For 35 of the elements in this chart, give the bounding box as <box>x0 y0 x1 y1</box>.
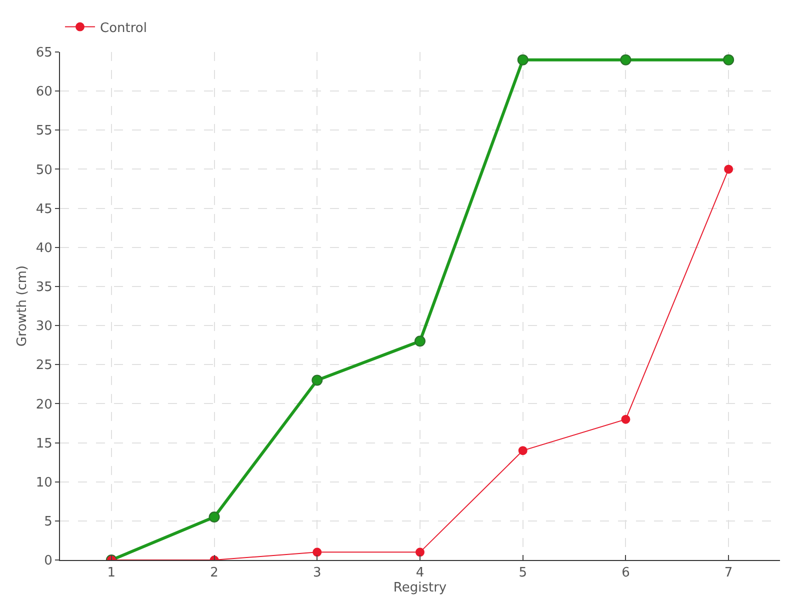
point <box>414 336 426 347</box>
x-tick-label: 2 <box>210 566 218 581</box>
point <box>208 512 220 523</box>
point <box>312 548 322 557</box>
y-tick-label: 20 <box>36 397 52 412</box>
y-tick-label: 10 <box>36 475 52 490</box>
point <box>621 414 630 424</box>
y-tick-label: 0 <box>44 554 52 569</box>
x-tick-label: 6 <box>622 566 630 581</box>
point <box>517 54 528 66</box>
point <box>620 54 632 66</box>
point <box>518 446 528 456</box>
x-tick-label: 1 <box>107 566 116 581</box>
y-tick-label: 45 <box>36 202 52 217</box>
point <box>416 548 424 557</box>
point <box>724 164 734 174</box>
y-tick-label: 25 <box>36 358 52 374</box>
x-tick-label: 7 <box>724 566 733 581</box>
y-tick-label: 15 <box>36 436 52 452</box>
x-tick-label: 3 <box>313 566 322 581</box>
y-tick-label: 5 <box>44 514 52 530</box>
y-axis-title: Growth (cm) <box>14 265 30 347</box>
y-tick-label: 30 <box>36 319 52 334</box>
x-tick-label: 4 <box>416 566 424 581</box>
x-tick-label: 5 <box>518 566 527 581</box>
y-tick-label: 65 <box>36 46 52 61</box>
y-tick-label: 60 <box>36 84 52 100</box>
y-tick-label: 35 <box>36 280 52 296</box>
y-tick-label: 55 <box>36 124 52 139</box>
x-axis-title: Registry <box>393 580 447 596</box>
legend-label: Control <box>100 20 147 36</box>
y-tick-label: 50 <box>36 162 52 178</box>
point <box>312 374 323 386</box>
point <box>723 54 734 66</box>
y-tick-label: 40 <box>36 240 52 256</box>
